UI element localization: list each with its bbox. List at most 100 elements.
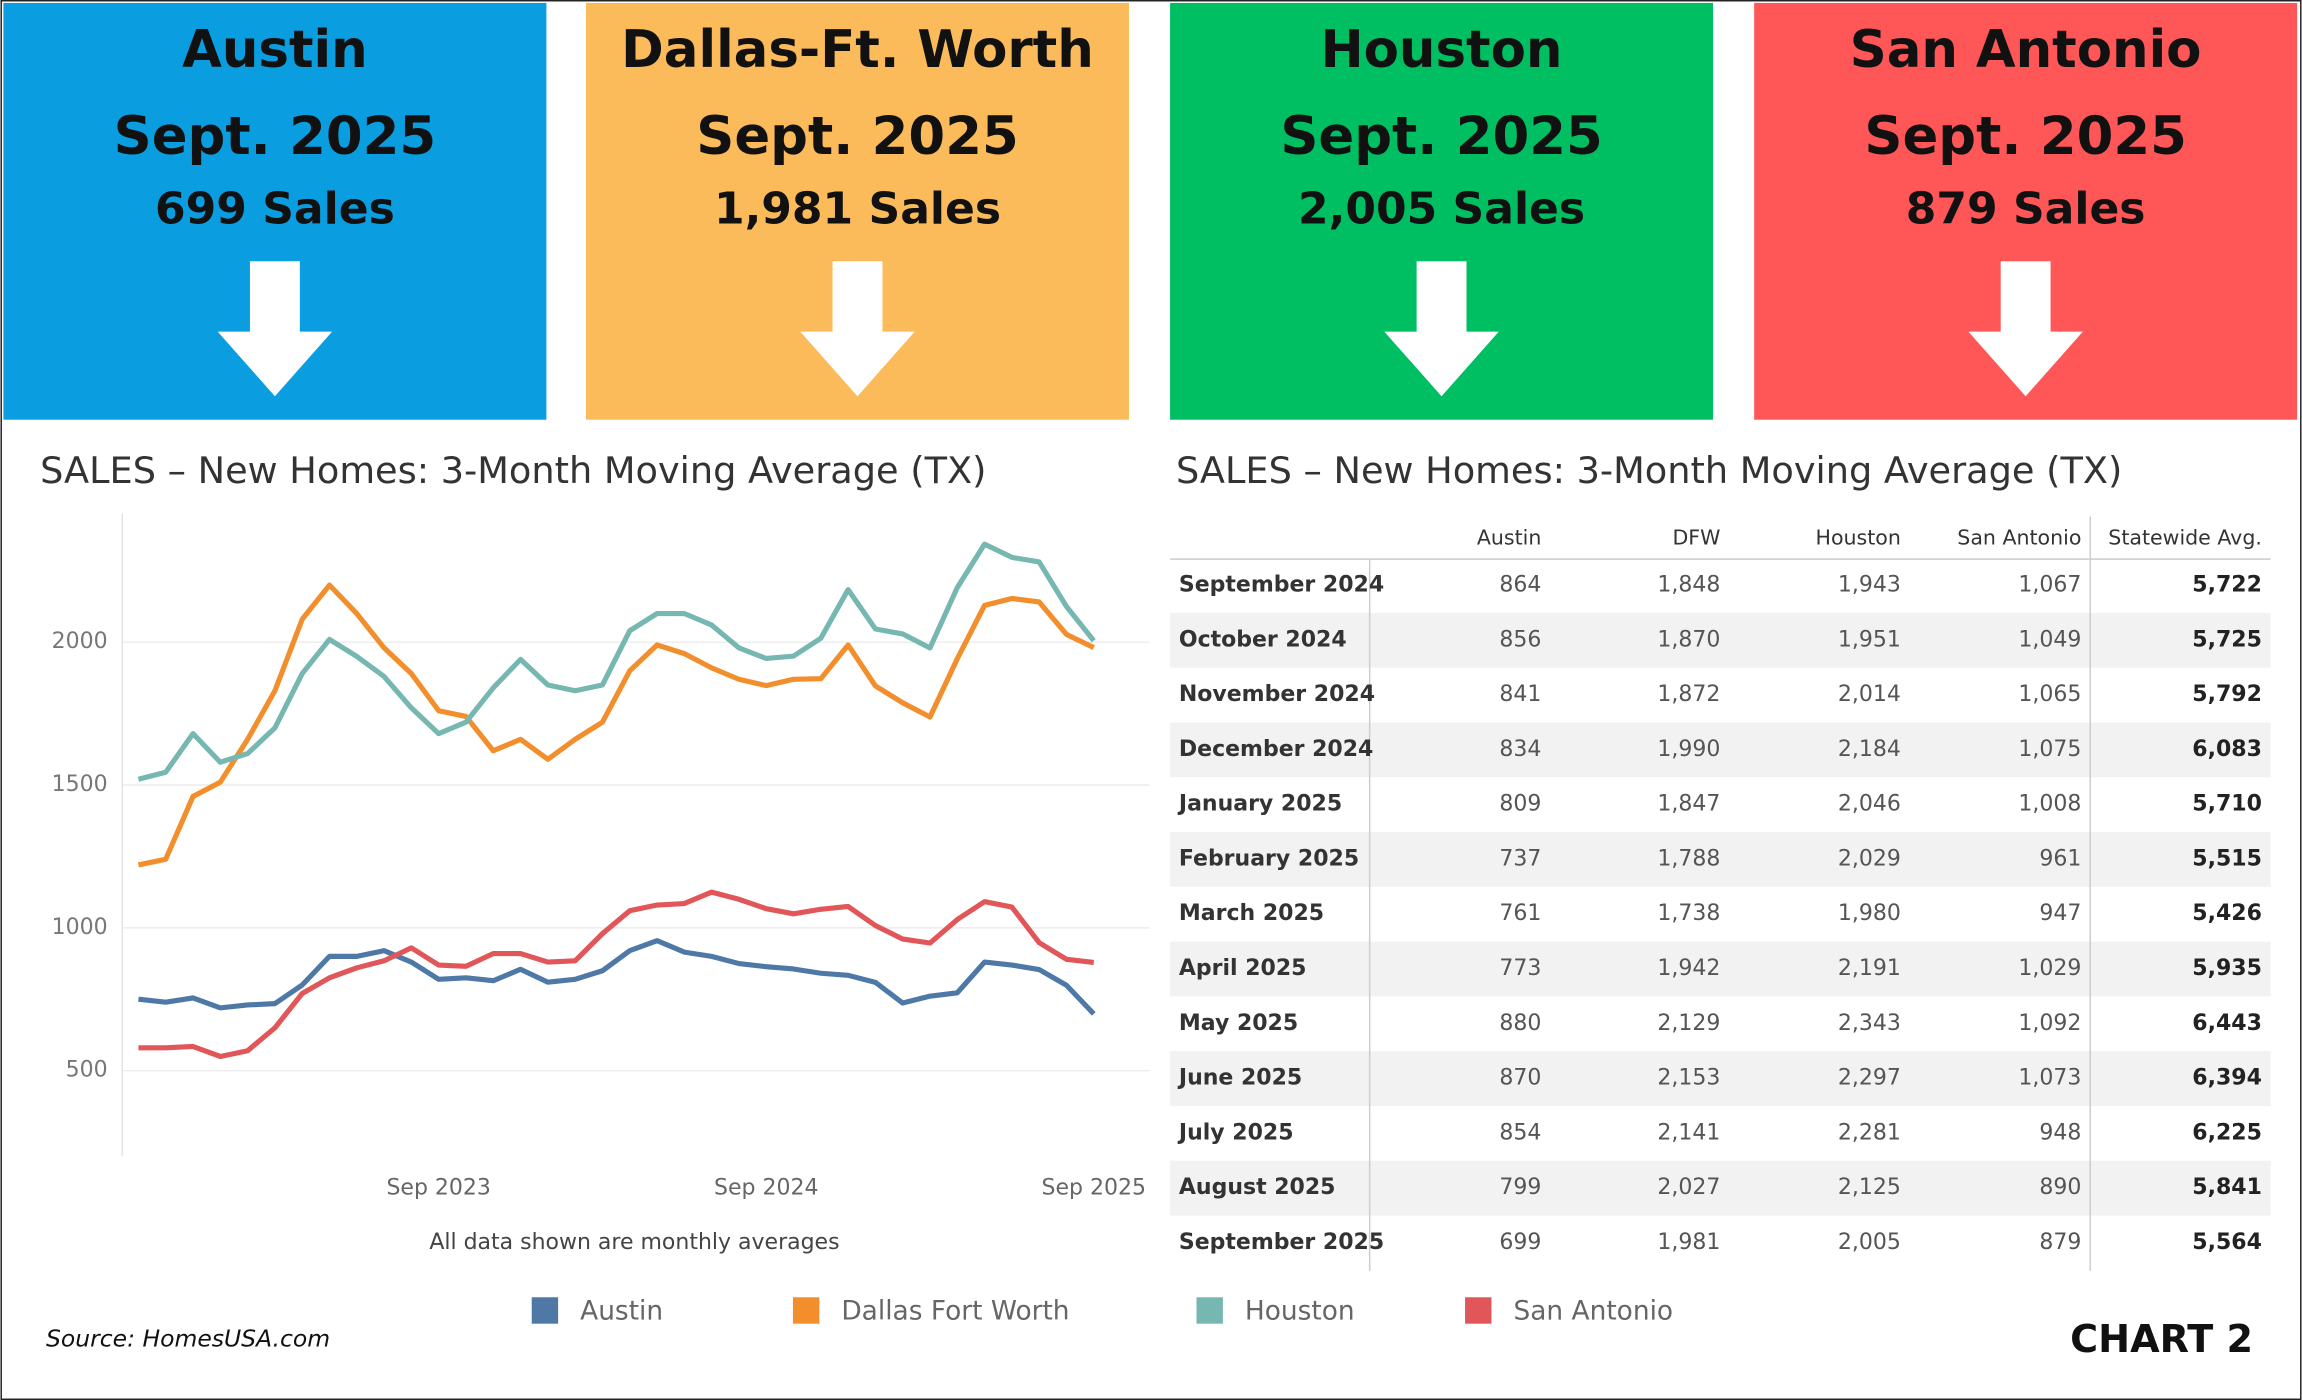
cell: 961 xyxy=(2039,846,2081,871)
table: Austin DFW Houston San Antonio Statewide Avg… xyxy=(1170,516,2271,1271)
column-header: Austin xyxy=(1477,526,1542,550)
x-tick-label: Sep 2023 xyxy=(386,1176,490,1201)
y-tick-label: 1000 xyxy=(52,915,108,940)
cell: 2,184 xyxy=(1838,737,1901,762)
row-band xyxy=(1170,612,2271,668)
row-band xyxy=(1170,1051,2271,1106)
cell: 879 xyxy=(2039,1230,2081,1255)
cell: 1,092 xyxy=(2018,1011,2081,1036)
cell: 2,046 xyxy=(1838,792,1901,817)
cell: 890 xyxy=(2039,1175,2081,1200)
row-band xyxy=(1170,941,2271,997)
arrow xyxy=(1968,261,2083,397)
cell: 5,792 xyxy=(2192,682,2262,707)
arrow xyxy=(800,261,915,397)
cell: 737 xyxy=(1499,846,1541,871)
row-label: December 2024 xyxy=(1179,737,1373,762)
cell: 1,943 xyxy=(1838,573,1901,598)
cell: 1,073 xyxy=(2018,1066,2081,1091)
row-label: August 2025 xyxy=(1179,1175,1336,1200)
x-tick-label: Sep 2024 xyxy=(714,1176,818,1201)
cell: 1,049 xyxy=(2018,627,2081,652)
cell: 5,722 xyxy=(2192,573,2262,598)
legend-swatch xyxy=(1196,1297,1223,1324)
cell: 773 xyxy=(1499,956,1541,981)
cell: 2,191 xyxy=(1838,956,1901,981)
cell: 1,065 xyxy=(2018,682,2081,707)
cell: 1,872 xyxy=(1657,682,1720,707)
y-tick-label: 1500 xyxy=(52,772,108,797)
cell: 2,297 xyxy=(1838,1066,1901,1091)
cell: 1,980 xyxy=(1838,901,1901,926)
cell: 6,225 xyxy=(2192,1120,2262,1145)
card-sales: 2,005 Sales xyxy=(1298,183,1585,234)
legend-label: Austin xyxy=(580,1295,663,1326)
cell: 1,870 xyxy=(1657,627,1720,652)
legend-swatch xyxy=(1465,1297,1492,1324)
card-date: Sept. 2025 xyxy=(1280,106,1602,167)
row-label: April 2025 xyxy=(1179,956,1307,981)
row-label: February 2025 xyxy=(1179,846,1359,871)
series-line xyxy=(138,938,1096,1016)
cell: 761 xyxy=(1499,901,1541,926)
row-label: January 2025 xyxy=(1177,792,1342,817)
series-line xyxy=(137,541,1096,782)
cell: 870 xyxy=(1499,1066,1541,1091)
cell: 809 xyxy=(1499,792,1541,817)
cell: 1,951 xyxy=(1838,627,1901,652)
card-date: Sept. 2025 xyxy=(1864,106,2186,167)
cell: 2,014 xyxy=(1838,682,1901,707)
cell: 5,935 xyxy=(2192,956,2262,981)
cell: 1,942 xyxy=(1657,956,1720,981)
row-band xyxy=(1170,722,2271,778)
source: Source: HomesUSA.com xyxy=(46,1324,330,1352)
row-band xyxy=(1170,1160,2271,1216)
arrow xyxy=(217,261,333,397)
row-label: September 2025 xyxy=(1179,1230,1384,1255)
cell: 2,125 xyxy=(1838,1175,1901,1200)
card-sales: 699 Sales xyxy=(155,183,395,234)
card-date: Sept. 2025 xyxy=(114,106,436,167)
row-label: May 2025 xyxy=(1179,1011,1298,1036)
card-city: San Antonio xyxy=(1850,20,2202,80)
cell: 2,027 xyxy=(1657,1175,1720,1200)
cell: 5,710 xyxy=(2192,792,2262,817)
cell: 5,515 xyxy=(2192,846,2262,871)
cell: 799 xyxy=(1499,1175,1541,1200)
cell: 856 xyxy=(1499,627,1541,652)
cell: 1,990 xyxy=(1657,737,1720,762)
card-city: Austin xyxy=(182,20,368,80)
card-sales: 879 Sales xyxy=(1906,183,2146,234)
row-band xyxy=(1170,832,2271,887)
row-label: October 2024 xyxy=(1179,627,1347,652)
row-label: September 2024 xyxy=(1179,573,1384,598)
chart-label: CHART 2 xyxy=(2070,1317,2253,1361)
cell: 947 xyxy=(2039,901,2081,926)
cell: 6,394 xyxy=(2192,1066,2262,1091)
table-title: SALES – New Homes: 3-Month Moving Averag… xyxy=(1176,449,2122,492)
cell: 1,075 xyxy=(2018,737,2081,762)
cell: 1,067 xyxy=(2018,573,2081,598)
cell: 864 xyxy=(1499,573,1541,598)
line-chart: 500 1000 1500 2000 Sep 2023 Sep 2024 Sep 2025 A… xyxy=(52,513,1673,1326)
legend-label: San Antonio xyxy=(1513,1295,1673,1326)
cell: 2,029 xyxy=(1838,846,1901,871)
chart-note: All data shown are monthly averages xyxy=(429,1230,839,1255)
legend-swatch xyxy=(531,1297,559,1324)
cell: 1,029 xyxy=(2018,956,2081,981)
cell: 1,738 xyxy=(1657,901,1720,926)
cell: 2,141 xyxy=(1657,1120,1720,1145)
card-sales: 1,981 Sales xyxy=(714,183,1001,234)
x-tick-label: Sep 2025 xyxy=(1042,1176,1146,1201)
legend-swatch xyxy=(792,1297,820,1324)
cell: 2,153 xyxy=(1657,1066,1720,1091)
cell: 5,841 xyxy=(2192,1175,2262,1200)
cell: 5,426 xyxy=(2192,901,2262,926)
cell: 948 xyxy=(2039,1120,2081,1145)
cell: 834 xyxy=(1499,737,1541,762)
card-city: Houston xyxy=(1321,20,1563,80)
legend-label: Houston xyxy=(1245,1295,1355,1326)
y-tick-label: 500 xyxy=(66,1058,108,1083)
y-tick-label: 2000 xyxy=(52,629,108,654)
